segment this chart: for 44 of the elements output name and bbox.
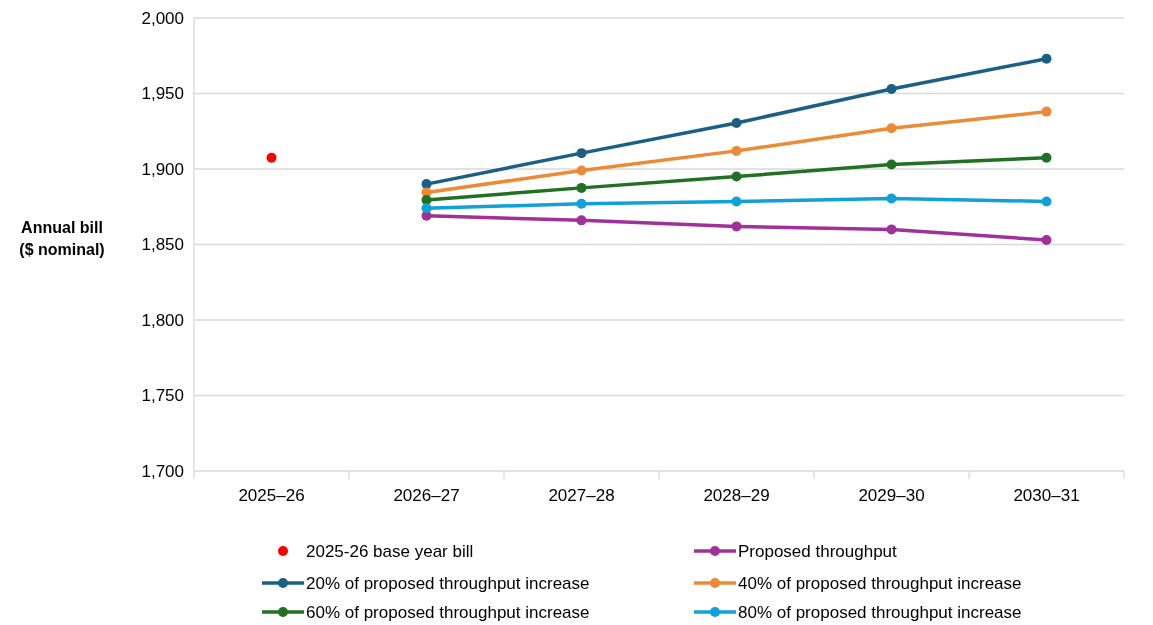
legend-label: Proposed throughput [738,541,898,561]
point [576,198,587,209]
point [731,171,742,182]
point [1041,106,1052,117]
point [886,193,897,204]
y-tick-label: 2,000 [141,8,184,28]
y-tick-label: 1,750 [141,386,184,406]
point [421,194,432,205]
point [266,152,277,163]
point [576,215,587,226]
legend-label: 60% of proposed throughput increase [306,602,590,622]
y-tick-label: 1,850 [141,235,184,255]
legend-label: 2025-26 base year bill [306,541,474,561]
point [1041,152,1052,163]
point [886,83,897,94]
legend-label: 40% of proposed throughput increase [738,573,1022,593]
y-tick-label: 1,800 [141,310,184,330]
point [1041,196,1052,207]
legend-label: 20% of proposed throughput increase [306,573,590,593]
x-tick-label: 2030–31 [1013,486,1080,505]
point [421,203,432,214]
y-axis-title: Annual bill ($ nominal) [19,219,105,258]
point [1041,234,1052,245]
point [421,179,432,190]
point [886,123,897,134]
point [576,148,587,159]
y-tick-label: 1,900 [141,159,184,179]
point [576,182,587,193]
point [731,196,742,207]
y-tick-label: 1,950 [141,84,184,104]
x-tick-label: 2027–28 [548,486,615,505]
x-tick-label: 2026–27 [393,486,460,505]
x-tick-label: 2029–30 [858,486,925,505]
legend-label: 80% of proposed throughput increase [738,602,1022,622]
point [886,159,897,170]
point [731,117,742,128]
point [731,145,742,156]
point [1041,53,1052,64]
point [886,224,897,235]
point [731,221,742,232]
x-tick-label: 2028–29 [703,486,770,505]
y-tick-label: 1,700 [141,461,184,481]
x-tick-label: 2025–26 [238,486,305,505]
point [576,165,587,176]
